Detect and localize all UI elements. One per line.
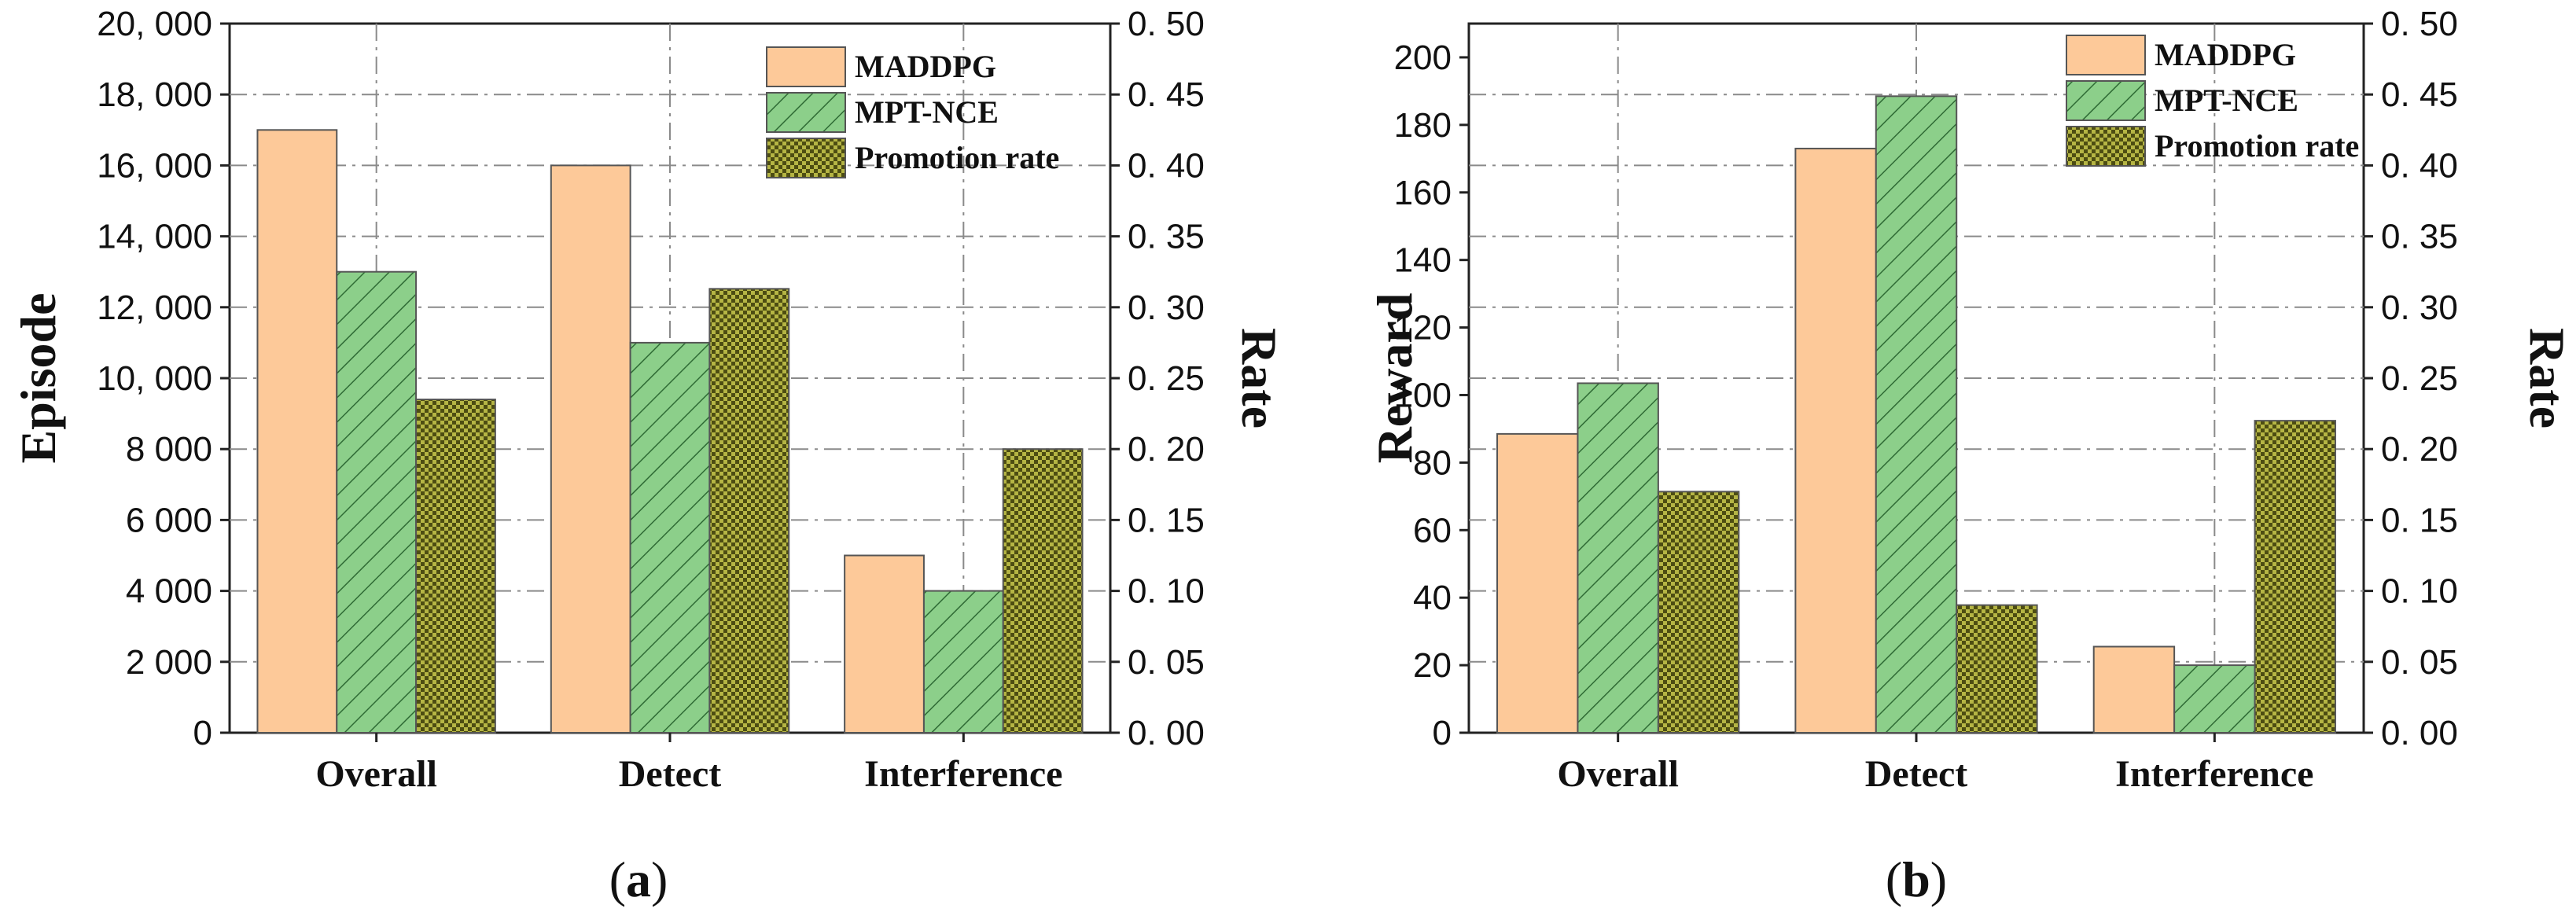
y-right-tick-label: 0. 40 (2381, 146, 2458, 185)
y-right-tick-label: 0. 10 (1128, 572, 1205, 611)
y-tick-label: 100 (1394, 376, 1452, 414)
y-right-tick-label: 0. 05 (1128, 643, 1205, 682)
legend-label: MADDPG (855, 49, 996, 84)
legend-label: Promotion rate (2155, 128, 2359, 164)
bar-mpt-nce-interference (2173, 664, 2256, 734)
y-tick-label: 16, 000 (97, 146, 212, 185)
x-tick-label: Detect (1865, 753, 1968, 795)
y-right-tick-label: 0. 25 (2381, 359, 2458, 398)
bar-maddpg-interference (2092, 645, 2176, 734)
y-tick-label: 18, 000 (97, 75, 212, 114)
y-tick-label: 60 (1413, 511, 1452, 550)
chart-panel-b: 0 20 40 60 80 100 120 140 160 180 200 0. 00 0. 05 0.… (1367, 5, 2575, 907)
bar-maddpg-overall (256, 129, 338, 734)
legend-label: MPT-NCE (2155, 83, 2298, 118)
y-tick-label: 20 (1413, 646, 1452, 685)
bar-promotion-rate-interference (1002, 448, 1084, 734)
y-right-tick-label: 0. 50 (2381, 5, 2458, 43)
legend: MADDPG MPT-NCE Promotion rate (2066, 35, 2359, 167)
y-tick-label: 160 (1394, 174, 1452, 212)
bar-mpt-nce-overall (1577, 382, 1659, 734)
y-right-tick-label: 0. 25 (1128, 359, 1205, 398)
y-right-tick-label: 0. 50 (1128, 5, 1205, 43)
x-tick-label: Overall (315, 753, 437, 795)
y-right-tick-label: 0. 05 (2381, 643, 2458, 682)
x-tick-label: Detect (619, 753, 722, 795)
bar-mpt-nce-overall (336, 270, 418, 734)
panel-label: (b) (1886, 851, 1947, 907)
y-right-tick-label: 0. 15 (2381, 501, 2458, 539)
y-tick-label: 2 000 (126, 643, 212, 682)
bar-maddpg-detect (550, 164, 631, 734)
y-tick-label: 0 (1433, 714, 1452, 752)
y-tick-label: 0 (193, 714, 212, 752)
bar-mpt-nce-detect (1875, 95, 1958, 734)
y-tick-label: 80 (1413, 443, 1452, 482)
y-axis-right-label: Rate (2519, 328, 2575, 428)
y-right-tick-label: 0. 20 (1128, 430, 1205, 469)
y-right-tick-label: 0. 45 (2381, 75, 2458, 114)
x-tick-label: Overall (1557, 753, 1679, 795)
bar-promotion-rate-detect (708, 288, 790, 734)
y-axis-label: Episode (10, 293, 66, 464)
y-axis-right-label: Rate (1231, 328, 1287, 428)
panel-label: (a) (609, 851, 668, 907)
y-right-tick-label: 0. 30 (1128, 289, 1205, 327)
x-tick-label: Interference (2115, 753, 2313, 795)
y-right-tick-label: 0. 20 (2381, 430, 2458, 469)
y-tick-label: 40 (1413, 579, 1452, 617)
y-tick-label: 20, 000 (97, 5, 212, 43)
y-tick-label: 200 (1394, 39, 1452, 77)
y-tick-label: 4 000 (126, 572, 212, 611)
bar-promotion-rate-interference (2254, 420, 2336, 734)
bar-mpt-nce-detect (629, 341, 711, 734)
y-tick-label: 12, 000 (97, 289, 212, 327)
bar-promotion-rate-detect (1956, 604, 2038, 734)
x-tick-label: Interference (864, 753, 1062, 795)
bar-maddpg-overall (1496, 432, 1579, 734)
y-right-tick-label: 0. 35 (1128, 218, 1205, 256)
chart-panel-a: 0 2 000 4 000 6 000 8 000 10, 000 12, 000 14, 0… (10, 5, 1287, 907)
bar-maddpg-detect (1794, 147, 1877, 734)
legend-swatch (766, 46, 846, 87)
bar-promotion-rate-overall (415, 399, 496, 734)
legend-swatch (2066, 80, 2146, 121)
y-right-tick-label: 0. 00 (1128, 714, 1205, 752)
y-tick-label: 10, 000 (97, 359, 212, 398)
legend-label: Promotion rate (855, 140, 1059, 175)
y-right-tick-label: 0. 00 (2381, 714, 2458, 752)
y-tick-label: 140 (1394, 241, 1452, 280)
y-tick-label: 120 (1394, 309, 1452, 348)
y-tick-label: 6 000 (126, 501, 212, 539)
y-right-tick-label: 0. 30 (2381, 289, 2458, 327)
legend-label: MADDPG (2155, 37, 2296, 72)
legend-label: MPT-NCE (855, 94, 999, 130)
legend-swatch (2066, 35, 2146, 75)
y-tick-label: 180 (1394, 106, 1452, 145)
y-axis-label: Reward (1367, 293, 1422, 464)
y-right-tick-label: 0. 15 (1128, 501, 1205, 539)
y-right-tick-label: 0. 40 (1128, 146, 1205, 185)
bar-promotion-rate-overall (1657, 491, 1740, 734)
y-tick-label: 14, 000 (97, 218, 212, 256)
y-tick-label: 8 000 (126, 430, 212, 469)
y-right-tick-label: 0. 10 (2381, 572, 2458, 611)
legend-swatch (766, 92, 846, 133)
legend-swatch (2066, 126, 2146, 167)
legend: MADDPG MPT-NCE Promotion rate (766, 46, 1059, 178)
y-right-tick-label: 0. 35 (2381, 218, 2458, 256)
bar-maddpg-interference (844, 554, 925, 734)
legend-swatch (766, 138, 846, 178)
bar-mpt-nce-interference (922, 590, 1004, 734)
y-right-tick-label: 0. 45 (1128, 75, 1205, 114)
